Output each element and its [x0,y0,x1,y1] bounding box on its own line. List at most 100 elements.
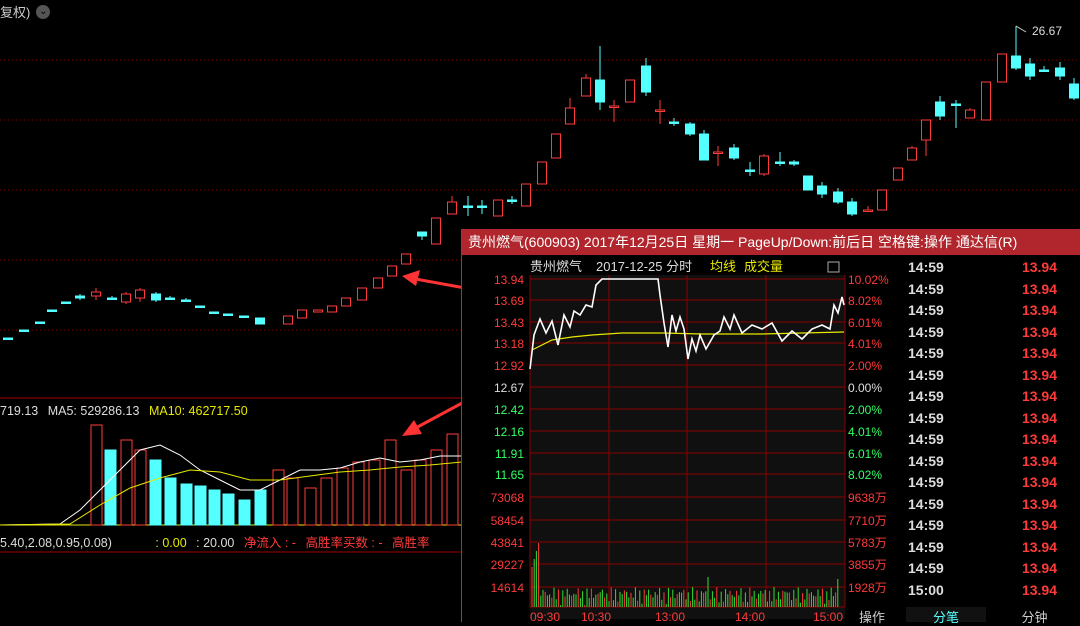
price-tick: 11.91 [495,447,524,461]
volume-tick: 14614 [491,581,525,595]
tick-row: 14:59 13.94 [906,539,1080,561]
candle-body [699,133,709,161]
candle-body [327,305,337,313]
tick-time: 14:59 [908,517,944,533]
volume-bar [164,477,177,526]
volume-amount-tick: 3855万 [848,558,887,572]
volume-bar [400,469,413,526]
candle-body [223,313,233,316]
volume-amount-tick: 5783万 [848,536,887,550]
candle-body [685,123,695,135]
tick-price: 13.94 [1021,517,1057,533]
candle-body [341,297,351,307]
candle-body [507,199,517,202]
tick-row: 15:00 13.94 [906,582,1080,604]
tick-row: 14:59 13.94 [906,517,1080,539]
time-tick: 13:00 [655,610,685,622]
candle-body [537,161,547,185]
tab-operate[interactable]: 操作 [858,610,885,625]
price-tick: 13.69 [494,294,524,308]
price-line [529,278,845,370]
candle-body [47,309,57,312]
candle-body [565,107,575,125]
high-price-label: 26.67 [1032,24,1063,38]
popup-title-bar[interactable]: 贵州燃气(600903) 2017年12月25日 星期一 PageUp/Down… [462,229,1080,255]
candle-body [847,201,857,215]
tick-time: 14:59 [908,431,944,447]
candle-body [1011,55,1021,69]
pct-tick: 2.00% [848,359,882,373]
chart-date: 2017-12-25 分时 [596,259,692,274]
net-inflow-label: 净流入 : - [243,536,296,550]
candle-body [255,317,265,325]
tab-ticks[interactable]: 分笔 [906,607,986,625]
candle-body [609,105,619,108]
candle-body [641,65,651,93]
volume-bar [120,439,133,526]
candle-body [61,301,71,304]
tick-price: 13.94 [1021,431,1057,447]
candle-body [1025,63,1035,77]
fq-selector[interactable]: 复权) ⌄ [0,2,51,21]
pct-tick: 6.01% [848,447,882,461]
candle-body [713,151,723,154]
volume-bar [194,485,207,526]
arrow-head [402,270,420,286]
tick-price: 13.94 [1021,409,1057,426]
candle-body [951,103,961,106]
candle-body [1069,83,1079,99]
price-tick: 12.16 [494,425,524,439]
tab-minutes[interactable]: 分钟 [1021,610,1048,625]
legend-avg: 均线 [710,259,736,274]
tick-row: 14:59 13.94 [906,324,1080,346]
price-tick: 12.67 [494,381,524,395]
tick-row: 14:59 13.94 [906,259,1080,281]
candle-body [1055,67,1065,77]
candle-body [935,101,945,117]
tick-time: 14:59 [908,280,944,297]
candle-body [745,169,755,172]
candle-body [91,291,101,297]
intraday-chart[interactable]: 贵州燃气 2017-12-25 分时 均线 成交量 13.94 10.02% 13.69 8.… [462,255,906,622]
candle-body [181,299,191,302]
indicator-params: 5.40,2.08,0.95,0.08) [0,536,112,550]
volume-bar [286,477,299,526]
high-marker [1015,25,1027,33]
volume-bar [208,489,221,526]
candle-body [387,265,397,277]
candle-body [669,121,679,124]
intraday-popup[interactable]: 贵州燃气(600903) 2017年12月25日 星期一 PageUp/Down… [461,229,1080,625]
candle-body [35,321,45,324]
pct-tick: 4.01% [848,425,882,439]
time-tick: 10:30 [581,610,611,622]
chevron-down-icon[interactable]: ⌄ [36,4,51,19]
candle-body [121,293,131,303]
volume-value: 719.13 [0,404,39,418]
candle-body [921,119,931,141]
pct-tick: 6.01% [848,316,882,330]
tick-row: 14:59 13.94 [906,410,1080,432]
tick-price: 13.94 [1021,452,1057,469]
volume-ma-legend: 719.13 MA5: 529286.13 MA10: 462717.50 [0,404,254,418]
volume-bar [104,449,117,526]
pct-tick: 4.01% [848,337,882,351]
candle-body [981,81,991,121]
candle-body [803,175,813,191]
candle-body [209,311,219,314]
tick-row: 14:59 13.94 [906,302,1080,324]
tick-time: 14:59 [908,474,944,490]
candle-body [907,147,917,161]
tick-price: 13.94 [1021,538,1057,555]
volume-tick: 43841 [491,536,525,550]
tick-time: 14:59 [908,560,944,576]
volume-bar [336,467,349,526]
tick-row: 14:59 13.94 [906,453,1080,475]
fq-label: 复权) [0,5,31,20]
candle-body [965,109,975,119]
candle-body [373,277,383,289]
volume-bar [222,493,235,526]
candle-body [595,79,605,103]
time-tick: 09:30 [530,610,560,622]
ma5-value: MA5: 529286.13 [47,404,140,418]
volume-bar [304,487,317,526]
